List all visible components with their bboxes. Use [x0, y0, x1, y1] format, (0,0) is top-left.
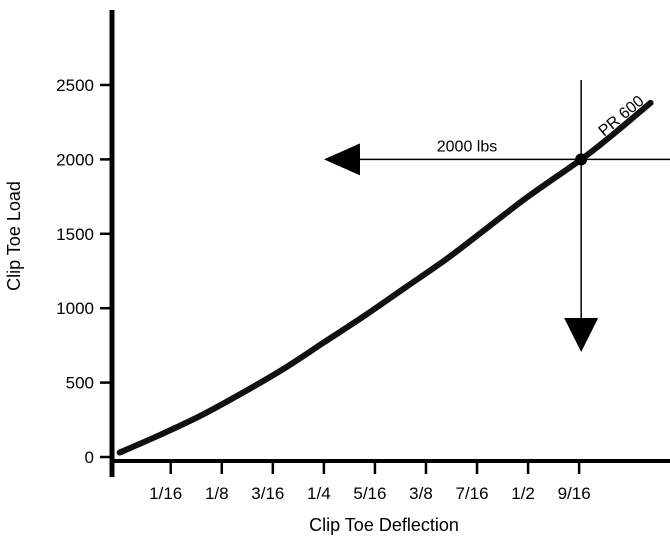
x-tick-label: 1/8	[205, 484, 229, 503]
left-arrow-icon	[324, 143, 360, 176]
y-axis-label: Clip Toe Load	[4, 181, 24, 291]
y-ticks: 0 500 1000 1500 2000 2500	[56, 76, 112, 467]
down-arrow-icon	[564, 318, 599, 352]
y-tick-label: 1000	[56, 299, 94, 318]
y-tick-label: 0	[85, 448, 94, 467]
plot-area: 2000 lbs PR 600	[116, 80, 670, 456]
x-tick-label: 1/4	[307, 484, 331, 503]
y-tick-label: 500	[66, 374, 94, 393]
x-tick-label: 7/16	[455, 484, 488, 503]
intersection-point	[575, 153, 588, 166]
y-tick-label: 2500	[56, 76, 94, 95]
axes	[109, 10, 670, 477]
x-tick-label: 1/16	[149, 484, 182, 503]
x-tick-label: 3/16	[251, 484, 284, 503]
x-tick-label: 9/16	[558, 484, 591, 503]
y-tick-label: 2000	[56, 150, 94, 169]
x-tick-label: 5/16	[353, 484, 386, 503]
x-tick-label: 1/2	[511, 484, 535, 503]
x-axis-label: Clip Toe Deflection	[309, 515, 459, 535]
annotation-label-2000-lbs: 2000 lbs	[437, 138, 498, 155]
x-tick-label: 3/8	[409, 484, 433, 503]
series-line	[116, 99, 654, 456]
y-tick-label: 1500	[56, 225, 94, 244]
x-ticks: 1/16 1/8 3/16 1/4 5/16 3/8 7/16 1/2 9/16	[149, 461, 591, 503]
series-label-pr600: PR 600	[596, 93, 648, 140]
